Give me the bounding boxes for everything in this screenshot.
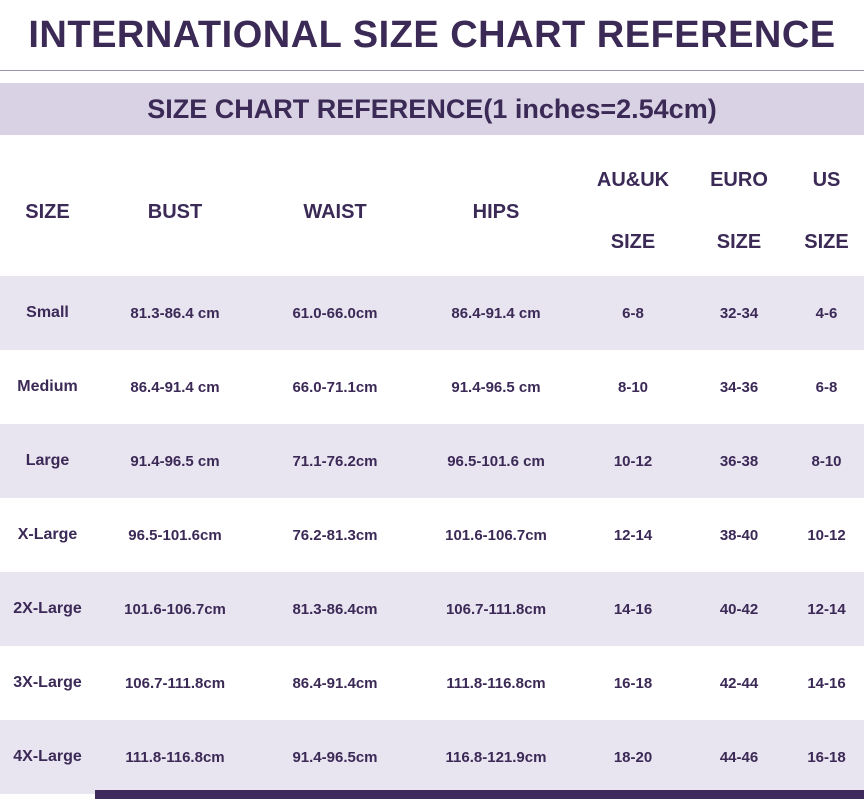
auuk-cell: 6-8 xyxy=(622,304,644,322)
waist-cell: 81.3-86.4cm xyxy=(292,600,378,618)
auuk-cell: 18-20 xyxy=(613,748,653,766)
euro-cell: 36-38 xyxy=(719,452,759,470)
hips-cell: 106.7-111.8cm xyxy=(445,600,547,618)
euro-cell: 44-46 xyxy=(719,748,759,766)
waist-cell: 66.0-71.1cm xyxy=(292,378,378,396)
table-row-3xlarge: 3X-Large 106.7-111.8cm 86.4-91.4cm 111.8… xyxy=(0,646,864,720)
table-row-small: Small 81.3-86.4 cm 61.0-66.0cm 86.4-91.4… xyxy=(0,276,864,350)
size-cell: Small xyxy=(26,304,69,321)
auuk-cell: 16-18 xyxy=(613,674,653,692)
waist-cell: 86.4-91.4cm xyxy=(292,674,378,692)
auuk-cell: 12-14 xyxy=(613,526,653,544)
header-euro-stack: EURO SIZE xyxy=(689,149,789,276)
us-cell: 8-10 xyxy=(811,452,842,470)
header-us-line2: SIZE xyxy=(804,231,849,253)
waist-cell: 61.0-66.0cm xyxy=(292,304,378,322)
us-cell: 6-8 xyxy=(815,378,838,396)
bust-cell: 91.4-96.5 cm xyxy=(130,452,220,470)
header-us-line1: US xyxy=(812,169,841,191)
waist-cell: 76.2-81.3cm xyxy=(292,526,378,544)
header-euro-line2: SIZE xyxy=(716,231,762,253)
size-chart-table-wrap: SIZE BUST WAIST HIPS AU&UK SIZE EURO SIZ… xyxy=(0,149,864,794)
waist-cell: 91.4-96.5cm xyxy=(292,748,378,766)
auuk-cell: 8-10 xyxy=(617,378,649,396)
table-row-large: Large 91.4-96.5 cm 71.1-76.2cm 96.5-101.… xyxy=(0,424,864,498)
hips-cell: 116.8-121.9cm xyxy=(445,748,547,766)
header-us-stack: US SIZE xyxy=(789,149,864,276)
bottom-bar xyxy=(95,790,864,799)
header-auuk-line2: SIZE xyxy=(610,231,656,253)
auuk-cell: 10-12 xyxy=(613,452,653,470)
header-waist: WAIST xyxy=(255,149,415,276)
us-cell: 14-16 xyxy=(807,674,846,692)
euro-cell: 34-36 xyxy=(719,378,759,396)
hips-cell: 101.6-106.7cm xyxy=(445,526,547,544)
header-us-size: US SIZE xyxy=(789,149,864,276)
size-chart-table: SIZE BUST WAIST HIPS AU&UK SIZE EURO SIZ… xyxy=(0,149,864,794)
hips-cell: 111.8-116.8cm xyxy=(446,674,546,692)
header-auuk-line1: AU&UK xyxy=(596,169,670,191)
euro-cell: 42-44 xyxy=(719,674,759,692)
bust-cell: 111.8-116.8cm xyxy=(125,748,225,766)
size-cell: X-Large xyxy=(17,526,78,543)
euro-cell: 32-34 xyxy=(719,304,759,322)
size-cell: 3X-Large xyxy=(13,674,82,691)
header-bust: BUST xyxy=(95,149,255,276)
header-auuk-stack: AU&UK SIZE xyxy=(577,149,689,276)
table-row-xlarge: X-Large 96.5-101.6cm 76.2-81.3cm 101.6-1… xyxy=(0,498,864,572)
euro-cell: 40-42 xyxy=(719,600,759,618)
bust-cell: 96.5-101.6cm xyxy=(128,526,222,544)
size-cell: Large xyxy=(25,452,70,469)
euro-cell: 38-40 xyxy=(719,526,759,544)
page-title: INTERNATIONAL SIZE CHART REFERENCE xyxy=(28,13,836,56)
size-cell: 2X-Large xyxy=(13,600,82,617)
table-row-2xlarge: 2X-Large 101.6-106.7cm 81.3-86.4cm 106.7… xyxy=(0,572,864,646)
us-cell: 4-6 xyxy=(815,304,838,322)
hips-cell: 86.4-91.4 cm xyxy=(451,304,541,322)
title-divider xyxy=(0,70,864,71)
auuk-cell: 14-16 xyxy=(613,600,653,618)
subtitle-banner: SIZE CHART REFERENCE(1 inches=2.54cm) xyxy=(0,83,864,135)
us-cell: 16-18 xyxy=(807,748,846,766)
header-size: SIZE xyxy=(0,149,95,276)
bust-cell: 81.3-86.4 cm xyxy=(130,304,220,322)
header-euro-line1: EURO xyxy=(710,169,768,191)
us-cell: 12-14 xyxy=(807,600,846,618)
waist-cell: 71.1-76.2cm xyxy=(292,452,378,470)
header-euro-size: EURO SIZE xyxy=(689,149,789,276)
bust-cell: 101.6-106.7cm xyxy=(124,600,226,618)
hips-cell: 96.5-101.6 cm xyxy=(447,452,545,470)
us-cell: 10-12 xyxy=(807,526,846,544)
table-row-medium: Medium 86.4-91.4 cm 66.0-71.1cm 91.4-96.… xyxy=(0,350,864,424)
bust-cell: 106.7-111.8cm xyxy=(124,674,226,692)
bust-cell: 86.4-91.4 cm xyxy=(130,378,220,396)
header-auuk-size: AU&UK SIZE xyxy=(577,149,689,276)
header-hips: HIPS xyxy=(415,149,577,276)
hips-cell: 91.4-96.5 cm xyxy=(451,378,541,396)
table-row-4xlarge: 4X-Large 111.8-116.8cm 91.4-96.5cm 116.8… xyxy=(0,720,864,794)
header-row: SIZE BUST WAIST HIPS AU&UK SIZE EURO SIZ… xyxy=(0,149,864,276)
size-cell: 4X-Large xyxy=(13,748,82,765)
size-cell: Medium xyxy=(17,378,78,395)
